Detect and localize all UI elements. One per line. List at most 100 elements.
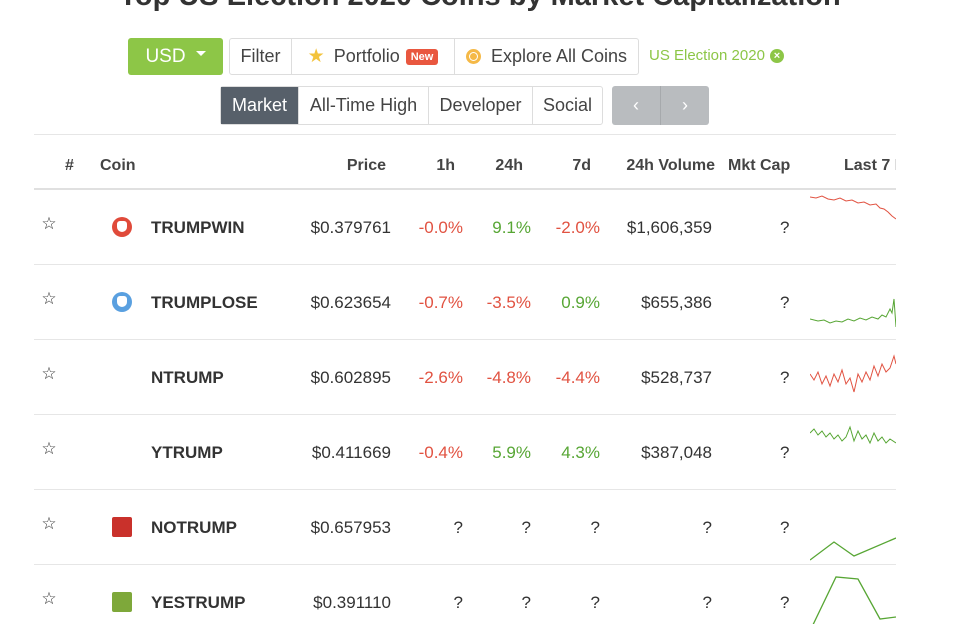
volume-24h: $1,606,359 xyxy=(626,218,712,237)
change-1h: ? xyxy=(453,593,463,612)
col-coin[interactable]: Coin xyxy=(100,157,136,174)
star-outline-icon[interactable]: ☆ xyxy=(41,589,57,608)
tab-market[interactable]: Market xyxy=(221,87,299,124)
change-7d: 0.9% xyxy=(561,293,600,312)
category-tag-label: US Election 2020 xyxy=(649,47,765,64)
market-cap: ? xyxy=(780,518,790,537)
table-row[interactable]: ☆ TRUMPLOSE $0.623654 -0.7% -3.5% 0.9% $… xyxy=(34,265,896,340)
change-7d: 4.3% xyxy=(561,443,600,462)
sparkline xyxy=(810,537,896,561)
coin-name[interactable]: NTRUMP xyxy=(151,368,224,387)
currency-dropdown[interactable]: USD xyxy=(128,38,223,75)
change-1h: -2.6% xyxy=(418,368,463,387)
col-volume[interactable]: 24h Volume xyxy=(626,157,715,174)
change-1h: -0.4% xyxy=(418,443,463,462)
globe-icon xyxy=(465,49,481,64)
page-title: Top US Election 2020 Coins by Market Cap… xyxy=(0,0,960,13)
col-rank[interactable]: # xyxy=(65,157,74,174)
explore-label: Explore All Coins xyxy=(490,46,628,66)
market-cap: ? xyxy=(780,293,790,312)
coin-price: $0.379761 xyxy=(310,218,391,237)
chevron-right-icon[interactable]: › xyxy=(682,95,688,115)
volume-24h: $387,048 xyxy=(641,443,712,462)
new-badge: New xyxy=(405,48,439,65)
star-icon: ★ xyxy=(307,46,325,67)
trumplose-logo-icon xyxy=(112,292,132,312)
star-outline-icon[interactable]: ☆ xyxy=(41,214,57,233)
ntrump-logo-icon xyxy=(112,367,132,387)
notrump-logo-icon xyxy=(112,517,132,537)
table-row[interactable]: ☆ NOTRUMP $0.657953 ? ? ? ? ? xyxy=(34,490,896,565)
star-outline-icon[interactable]: ☆ xyxy=(41,514,57,533)
change-7d: -4.4% xyxy=(555,368,600,387)
table-row[interactable]: ☆ TRUMPWIN $0.379761 -0.0% 9.1% -2.0% $1… xyxy=(34,190,896,265)
volume-24h: ? xyxy=(702,518,712,537)
tab-all-time-high[interactable]: All-Time High xyxy=(299,87,429,124)
portfolio-button[interactable]: ★ Portfolio New xyxy=(292,39,455,74)
col-24h[interactable]: 24h xyxy=(495,157,523,174)
col-last7: Last 7 Days xyxy=(844,157,896,174)
change-24h: 9.1% xyxy=(492,218,531,237)
coin-name[interactable]: TRUMPLOSE xyxy=(151,293,258,312)
filter-button[interactable]: Filter xyxy=(230,39,292,74)
chevron-left-icon[interactable]: ‹ xyxy=(612,86,661,125)
portfolio-label: Portfolio xyxy=(333,46,400,66)
coin-price: $0.391110 xyxy=(313,593,391,612)
table-row[interactable]: ☆ NTRUMP $0.602895 -2.6% -4.8% -4.4% $52… xyxy=(34,340,896,415)
market-cap: ? xyxy=(780,593,790,612)
change-1h: -0.7% xyxy=(418,293,463,312)
volume-24h: $528,737 xyxy=(641,368,712,387)
coin-price: $0.623654 xyxy=(310,293,391,312)
star-outline-icon[interactable]: ☆ xyxy=(41,289,57,308)
coin-name[interactable]: YESTRUMP xyxy=(151,593,246,612)
star-outline-icon[interactable]: ☆ xyxy=(41,439,57,458)
col-mktcap[interactable]: Mkt Cap xyxy=(728,157,791,174)
change-24h: ? xyxy=(521,518,531,537)
explore-all-coins-button[interactable]: Explore All Coins xyxy=(455,39,638,74)
tab-developer[interactable]: Developer xyxy=(429,87,533,124)
table-row[interactable]: ☆ YTRUMP $0.411669 -0.4% 5.9% 4.3% $387,… xyxy=(34,415,896,490)
change-24h: -3.5% xyxy=(486,293,531,312)
volume-24h: ? xyxy=(702,593,712,612)
change-1h: -0.0% xyxy=(418,218,463,237)
table-header: # Coin Price 1h 24h 7d 24h Volume Mkt Ca… xyxy=(34,134,896,190)
change-7d: -2.0% xyxy=(555,218,600,237)
change-7d: ? xyxy=(590,518,600,537)
change-1h: ? xyxy=(453,518,463,537)
filter-label: Filter xyxy=(240,46,281,66)
col-7d[interactable]: 7d xyxy=(572,157,591,174)
close-icon[interactable]: × xyxy=(769,48,784,63)
sparkline xyxy=(810,354,896,393)
currency-label: USD xyxy=(145,45,186,67)
trumpwin-logo-icon xyxy=(112,217,132,237)
table-row[interactable]: ☆ YESTRUMP $0.391110 ? ? ? ? ? xyxy=(34,565,896,624)
coin-name[interactable]: NOTRUMP xyxy=(151,518,237,537)
change-7d: ? xyxy=(590,593,600,612)
change-24h: 5.9% xyxy=(492,443,531,462)
coin-name[interactable]: YTRUMP xyxy=(151,443,223,462)
sparkline xyxy=(810,298,896,328)
coins-table: # Coin Price 1h 24h 7d 24h Volume Mkt Ca… xyxy=(34,134,896,624)
market-cap: ? xyxy=(780,368,790,387)
star-outline-icon[interactable]: ☆ xyxy=(41,364,57,383)
col-1h[interactable]: 1h xyxy=(436,157,455,174)
coin-price: $0.411669 xyxy=(311,443,391,462)
caret-down-icon xyxy=(195,51,206,56)
col-price[interactable]: Price xyxy=(346,157,386,174)
volume-24h: $655,386 xyxy=(641,293,712,312)
change-24h: -4.8% xyxy=(486,368,531,387)
yestrump-logo-icon xyxy=(112,592,132,612)
sparkline xyxy=(812,576,896,624)
coin-price: $0.657953 xyxy=(310,518,391,537)
coin-price: $0.602895 xyxy=(310,368,391,387)
coin-name[interactable]: TRUMPWIN xyxy=(151,218,245,237)
toolbar-buttons: Filter ★ Portfolio New Explore All Coins xyxy=(229,38,639,75)
pager: ‹ › xyxy=(612,86,709,125)
sparkline xyxy=(810,425,896,445)
market-cap: ? xyxy=(780,443,790,462)
change-24h: ? xyxy=(521,593,531,612)
market-cap: ? xyxy=(780,218,790,237)
ytrump-logo-icon xyxy=(112,442,132,462)
tab-social[interactable]: Social xyxy=(542,95,593,115)
category-tag[interactable]: US Election 2020 × xyxy=(649,47,784,64)
